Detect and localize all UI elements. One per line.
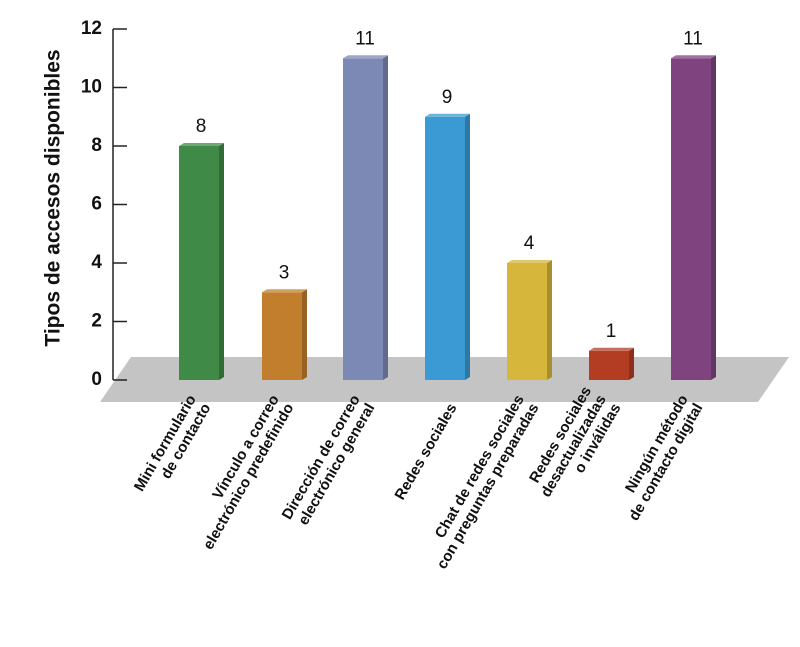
y-tick-label: 12: [81, 18, 102, 39]
bar-3: 11: [343, 28, 388, 380]
bar-1: 8: [179, 116, 224, 380]
category-label: Ningún métodode contacto digital: [611, 392, 707, 524]
category-label: Redes sociales: [392, 401, 461, 503]
y-tick-label: 2: [91, 311, 102, 332]
bar-top: [671, 55, 716, 59]
bar-front: [507, 263, 547, 380]
bar-side: [219, 143, 224, 380]
bar-2: 3: [262, 262, 307, 380]
bar-front: [425, 116, 465, 380]
category-label: Mini formulariode contacto: [131, 392, 215, 503]
y-tick-label: 6: [91, 194, 102, 215]
data-label: 4: [524, 233, 535, 254]
y-axis-ticks: 0 2 4 6 8 10 12: [81, 18, 127, 390]
bar-side: [547, 260, 552, 380]
bar-front: [179, 146, 219, 380]
bar-top: [507, 260, 552, 263]
y-axis-title: Tipos de accesos disponibles: [42, 49, 65, 346]
bar-side: [711, 55, 716, 380]
bar-side: [629, 347, 634, 380]
bar-top: [343, 55, 388, 59]
bar-side: [383, 55, 388, 380]
bar-4: 9: [425, 87, 470, 380]
y-tick-label: 0: [91, 369, 102, 390]
bar-5: 4: [507, 233, 552, 380]
bar-top: [179, 143, 224, 146]
data-label: 1: [606, 321, 617, 342]
data-label: 8: [196, 116, 207, 137]
data-label: 11: [355, 28, 375, 49]
data-label: 11: [683, 28, 703, 49]
y-tick-label: 10: [81, 77, 102, 98]
bar-front: [671, 58, 711, 380]
category-label-line: Redes sociales: [392, 401, 461, 503]
bar-top: [425, 113, 470, 117]
category-label-line: electrónico predefinido: [200, 401, 298, 553]
bar-side: [302, 289, 307, 380]
bar-top: [589, 347, 634, 351]
y-tick-label: 8: [91, 135, 102, 156]
bar-front: [589, 350, 629, 380]
bar-side: [465, 113, 470, 380]
bar-7: 11: [671, 28, 716, 380]
bar-front: [343, 58, 383, 380]
data-label: 9: [442, 87, 453, 108]
bar-top: [262, 289, 307, 293]
category-label: Redes socialesdesactualizadaso inválidas: [523, 384, 625, 509]
data-label: 3: [279, 262, 290, 283]
bar-front: [262, 292, 302, 380]
bar-6: 1: [589, 321, 634, 380]
y-tick-label: 4: [91, 252, 102, 273]
